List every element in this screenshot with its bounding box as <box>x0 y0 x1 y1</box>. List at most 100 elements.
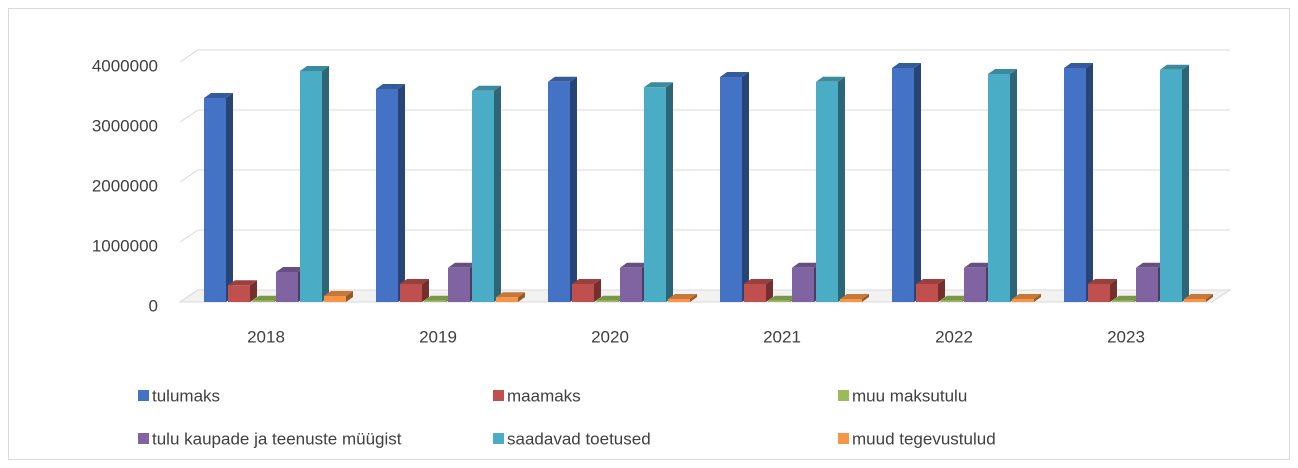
bar-top <box>496 292 525 298</box>
bar-top <box>644 82 673 88</box>
bar <box>1064 63 1093 302</box>
x-tick-label: 2019 <box>419 327 457 346</box>
bar-top <box>204 93 233 98</box>
bar-side <box>346 291 353 302</box>
bar-top <box>424 295 453 301</box>
bar-top <box>472 85 501 91</box>
bar-front <box>324 296 346 302</box>
bar-top <box>252 295 281 301</box>
bar-side <box>1086 63 1093 302</box>
bar-front <box>1136 267 1158 302</box>
bar-top <box>668 294 697 299</box>
bar <box>816 76 845 302</box>
bar-top <box>916 279 945 284</box>
bar <box>916 279 945 302</box>
bar-side <box>422 279 429 302</box>
bar <box>300 66 329 302</box>
bar <box>204 93 233 302</box>
bar-front <box>840 299 862 302</box>
bar-side <box>914 63 921 302</box>
bar <box>376 84 405 302</box>
bar-side <box>838 76 845 302</box>
bar-top <box>1064 63 1093 68</box>
bar-front <box>668 299 690 302</box>
bar-side <box>1182 64 1189 302</box>
legend-swatch <box>838 433 849 444</box>
bar-front <box>596 300 618 302</box>
bar-side <box>742 72 749 302</box>
bar-side <box>594 279 601 302</box>
legend-swatch <box>138 433 149 444</box>
x-tick-label: 2021 <box>763 327 801 346</box>
bar-top <box>988 69 1017 74</box>
grid-line <box>179 289 1230 303</box>
bar-side <box>570 76 577 302</box>
bar-front <box>1160 69 1182 302</box>
bar-top <box>1160 64 1189 70</box>
bar-front <box>1088 284 1110 302</box>
bar <box>400 279 429 302</box>
grid-line <box>179 49 1230 63</box>
bar-front <box>300 71 322 302</box>
bar-top <box>744 279 773 284</box>
legend-label: muu maksutulu <box>852 386 967 405</box>
bar-front <box>1184 299 1206 302</box>
legend-label: tulu kaupade ja teenuste müügist <box>152 429 402 448</box>
bar <box>1088 279 1117 302</box>
legend-swatch <box>838 390 849 401</box>
bar-side <box>690 294 697 302</box>
bar <box>720 72 749 302</box>
bar-top <box>376 84 405 89</box>
bar-top <box>1112 295 1141 301</box>
bar <box>324 291 353 302</box>
bar-front <box>400 284 422 302</box>
bar-front <box>892 68 914 302</box>
bar-front <box>424 300 446 302</box>
bar-front <box>744 284 766 302</box>
bar-side <box>1206 294 1213 302</box>
bar-side <box>862 294 869 302</box>
bar-front <box>988 74 1010 302</box>
x-tick-label: 2020 <box>591 327 629 346</box>
bar-top <box>548 76 577 82</box>
bar-top <box>228 280 257 286</box>
bar-top <box>572 279 601 284</box>
bar-side <box>494 85 501 302</box>
bar-top <box>892 63 921 68</box>
bar-front <box>768 300 790 302</box>
bar-top <box>840 294 869 299</box>
bar-side <box>250 280 257 302</box>
bar-side <box>1034 294 1041 302</box>
bar <box>792 262 821 302</box>
bar <box>644 82 673 302</box>
y-tick-label: 4000000 <box>92 56 158 75</box>
bar-front <box>644 87 666 302</box>
bar <box>744 279 773 302</box>
grid-line <box>179 109 1230 123</box>
bar-front <box>620 267 642 302</box>
grid-line <box>179 229 1230 243</box>
bar <box>1184 294 1213 302</box>
bar-side <box>322 66 329 302</box>
x-tick-label: 2023 <box>1107 327 1145 346</box>
bar-top <box>1012 294 1041 299</box>
legend-label: tulumaks <box>152 386 220 405</box>
legend-swatch <box>138 390 149 401</box>
bar-front <box>276 272 298 302</box>
bar-front <box>916 284 938 302</box>
bar-front <box>1012 299 1034 302</box>
bar-top <box>324 291 353 296</box>
bar <box>988 69 1017 302</box>
bar <box>472 85 501 302</box>
bar-front <box>964 267 986 302</box>
bar <box>548 76 577 302</box>
legend-swatch <box>493 390 504 401</box>
bar-side <box>938 279 945 302</box>
bar-top <box>1088 279 1117 284</box>
bar-front <box>448 267 470 302</box>
bar-top <box>792 262 821 268</box>
bar-front <box>792 267 814 302</box>
bar-side <box>666 82 673 302</box>
bar-top <box>940 295 969 301</box>
bar-side <box>398 84 405 302</box>
